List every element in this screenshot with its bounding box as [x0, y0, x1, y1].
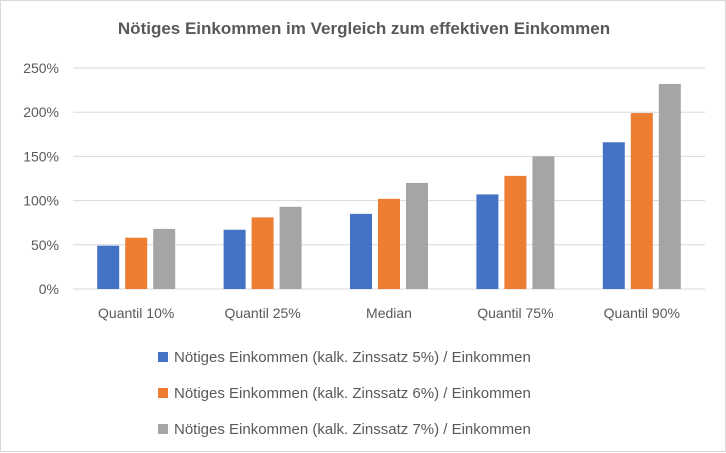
- bar: [125, 237, 148, 289]
- y-tick-label: 0%: [39, 281, 59, 297]
- bar: [153, 228, 176, 289]
- bar: [378, 198, 400, 289]
- legend-swatch: [158, 388, 168, 398]
- bar: [97, 245, 120, 289]
- bar: [406, 182, 428, 289]
- bar: [630, 113, 653, 289]
- bar: [476, 194, 499, 289]
- y-tick-label: 50%: [31, 237, 59, 253]
- legend-item: Nötiges Einkommen (kalk. Zinssatz 6%) / …: [158, 375, 531, 411]
- x-tick-label: Median: [366, 305, 412, 321]
- y-tick-label: 100%: [23, 193, 59, 209]
- x-tick-label: Quantil 10%: [98, 305, 174, 321]
- bar: [602, 142, 625, 289]
- y-tick-label: 150%: [23, 148, 59, 164]
- bar: [532, 156, 555, 289]
- legend-label: Nötiges Einkommen (kalk. Zinssatz 7%) / …: [174, 420, 531, 438]
- y-tick-label: 250%: [23, 60, 59, 76]
- bar: [279, 206, 302, 289]
- legend-swatch: [158, 352, 168, 362]
- bar: [223, 229, 246, 289]
- legend-label: Nötiges Einkommen (kalk. Zinssatz 6%) / …: [174, 384, 531, 402]
- legend-swatch: [158, 424, 168, 434]
- chart-title: Nötiges Einkommen im Vergleich zum effek…: [117, 19, 611, 38]
- y-tick-label: 200%: [23, 104, 59, 120]
- x-tick-label: Quantil 90%: [604, 305, 680, 321]
- bar: [350, 213, 372, 289]
- bar: [251, 217, 274, 289]
- legend-label: Nötiges Einkommen (kalk. Zinssatz 5%) / …: [174, 348, 531, 366]
- bar: [658, 83, 681, 289]
- x-tick-label: Quantil 75%: [477, 305, 553, 321]
- legend-item: Nötiges Einkommen (kalk. Zinssatz 5%) / …: [158, 339, 531, 375]
- bar: [504, 175, 527, 289]
- legend-item: Nötiges Einkommen (kalk. Zinssatz 7%) / …: [158, 411, 531, 447]
- x-tick-label: Quantil 25%: [224, 305, 300, 321]
- chart-legend: Nötiges Einkommen (kalk. Zinssatz 5%) / …: [158, 339, 531, 447]
